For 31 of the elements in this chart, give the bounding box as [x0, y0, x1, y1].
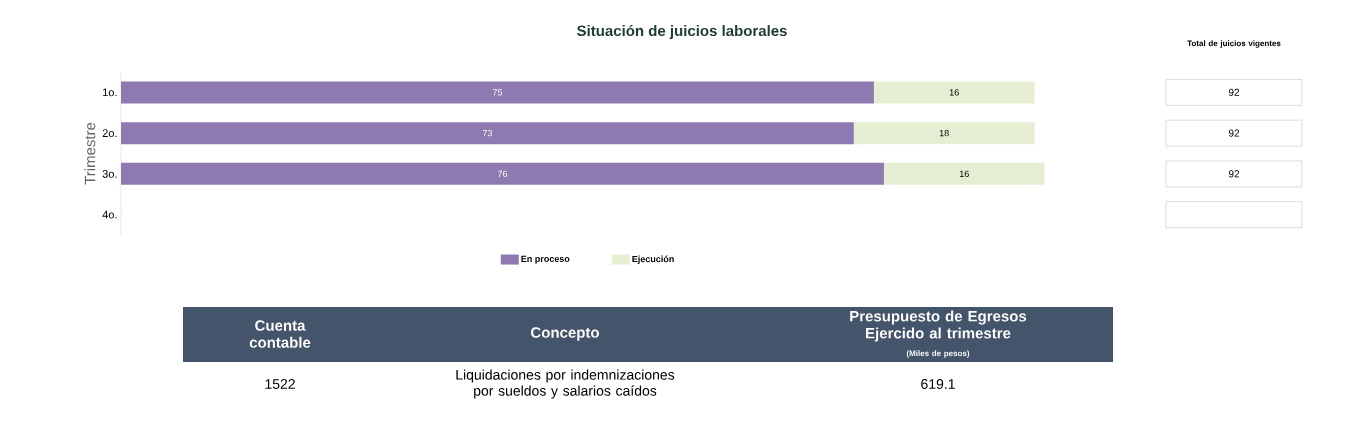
y-tick-label: 3o.	[102, 169, 117, 178]
legend-label: En proceso	[521, 255, 570, 264]
data-label: 73	[482, 129, 493, 137]
y-tick-label: 4o.	[102, 210, 117, 219]
text: Cuenta contable	[249, 320, 311, 348]
data-label: 75	[492, 89, 503, 96]
text: Total de juicios vigentes	[1187, 40, 1281, 48]
chart-title: Situación de juicios laborales	[577, 24, 787, 40]
data-label: 16	[959, 170, 969, 178]
text: 1522	[265, 379, 295, 389]
data-label: 76	[497, 170, 508, 178]
text: 92	[1228, 129, 1240, 137]
y-tick-label: 2o.	[102, 129, 117, 138]
text: 92	[1228, 88, 1240, 96]
bar	[883, 162, 1045, 185]
text: 619.1	[921, 379, 955, 389]
bar	[121, 122, 854, 145]
bar	[873, 81, 1035, 104]
y-axis-title: Trimestre	[84, 122, 96, 185]
data-label: 16	[949, 89, 959, 96]
bar	[121, 162, 884, 185]
text: Liquidaciones por indemnizaciones por sueldos y salarios caídos	[456, 369, 675, 399]
legend-label: Ejecución	[632, 255, 674, 264]
text: Concepto	[531, 327, 599, 341]
bar	[853, 122, 1035, 145]
text: Presupuesto de Egresos Ejercido al trimestre	[850, 310, 1027, 342]
y-tick-label: 1o.	[103, 88, 117, 97]
bar	[121, 81, 874, 104]
text: (Miles de pesos)	[906, 350, 970, 358]
data-label: 18	[939, 129, 949, 137]
text: 92	[1228, 170, 1240, 178]
